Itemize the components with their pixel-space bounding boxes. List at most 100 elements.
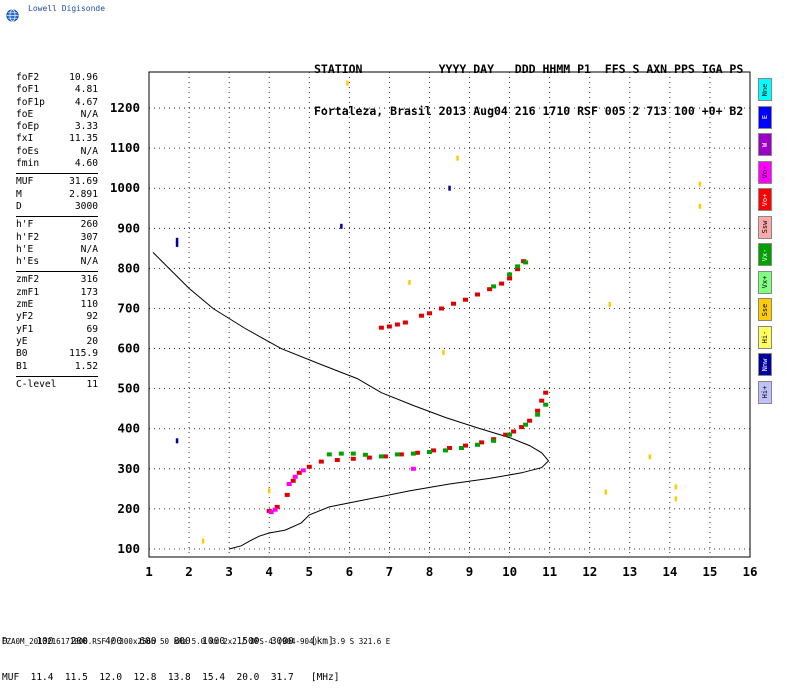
data-point-o-trace-f-vo- (535, 408, 541, 413)
data-point-x-trace-f-vx- (326, 452, 332, 457)
param-key: B0 (16, 348, 28, 360)
data-point-x-trace-f-vx- (410, 451, 416, 456)
y-tick-label: 400 (117, 421, 140, 436)
data-point-vo-trace (410, 466, 416, 471)
x-tick-label: 14 (662, 564, 677, 579)
legend-label: W (761, 142, 769, 147)
data-point-noise (448, 185, 451, 191)
param-value: 92 (86, 311, 98, 323)
param-hf: h'F 260 (16, 219, 98, 231)
data-point-o-trace-2f-vo- (378, 325, 384, 330)
data-point-o-trace-f-vo- (543, 390, 549, 395)
data-point-o-trace-f-vo- (290, 478, 296, 483)
param-d: D 3000 (16, 201, 98, 213)
logo-text: Lowell Digisonde (28, 4, 106, 13)
param-key: yF2 (16, 311, 34, 323)
param-value: 4.81 (74, 84, 98, 96)
data-point-o-trace-f-vo- (296, 470, 302, 475)
legend-himinus: Hi- (758, 325, 772, 349)
data-point-o-trace-2f-vo- (487, 287, 493, 292)
param-value: N/A (80, 145, 98, 157)
data-point-o-trace-2f-vo- (419, 313, 424, 318)
distance-row: D 100 200 400 600 800 1000 1500 3000 [km… (2, 636, 334, 647)
legend-label: Nnw (761, 358, 769, 371)
data-point-vo-trace (286, 482, 292, 486)
muf-distance-table: D 100 200 400 600 800 1000 1500 3000 [km… (2, 612, 339, 696)
legend-nnw: Nnw (758, 353, 772, 376)
data-point-noise (175, 438, 179, 444)
data-point-x-trace-f-vx- (427, 450, 432, 454)
scaled-parameters-panel: foF2 10.96 foF1 4.81 foF1p 4.67 foE N/A foEp 3.33… (16, 72, 98, 391)
legend-label: Vx+ (761, 275, 769, 289)
param-value: 3.33 (74, 121, 98, 133)
param-key: MUF (16, 176, 34, 188)
data-point-noise-other (698, 203, 702, 209)
param-value: N/A (80, 243, 98, 255)
data-point-x-trace-f-vx- (443, 448, 448, 453)
param-separator (16, 216, 98, 218)
data-point-x-trace-f-vx- (491, 438, 497, 443)
param-b0: B0 115.9 (16, 348, 98, 360)
data-point-noise (175, 241, 179, 247)
param-separator (16, 173, 98, 175)
param-value: 110 (80, 299, 98, 311)
data-point-o-trace-f-vo- (318, 459, 324, 464)
data-point-o-trace-2f-vo- (515, 267, 521, 272)
param-key: h'E (16, 243, 34, 255)
param-zme: zmE 110 (16, 299, 98, 311)
y-tick-label: 200 (117, 501, 140, 516)
data-point-x-trace-f-vx- (394, 452, 400, 457)
data-point-o-trace-f-vo- (306, 464, 312, 469)
param-value: N/A (80, 256, 98, 268)
param-value: 20 (86, 335, 98, 347)
data-point-noise-other (201, 538, 205, 544)
data-point-noise-other (674, 496, 678, 502)
polarization-legend: Nne E W Vo- Vo+ Ssw Vx- Vx+ Sse Hi- Nnw Hi+ (758, 78, 772, 408)
param-value: 307 (80, 231, 98, 243)
param-key: fxI (16, 133, 34, 145)
data-point-o-trace-f-vo- (366, 455, 372, 460)
legend-hiplus: Hi+ (758, 380, 772, 404)
param-value: 11.35 (69, 133, 98, 145)
data-point-noise-other (267, 488, 271, 494)
data-point-o-trace-f-vo- (463, 443, 468, 448)
data-point-o-trace-f-vo- (447, 446, 452, 450)
legend-e: E (758, 105, 772, 129)
legend-label: E (761, 114, 769, 120)
param-key: zmE (16, 299, 34, 311)
x-tick-label: 7 (386, 564, 394, 579)
data-point-o-trace-f-vo- (527, 418, 533, 423)
param-value: 11 (86, 378, 98, 390)
param-key: foEp (16, 121, 40, 133)
param-key: yE (16, 335, 28, 347)
data-point-noise-other (456, 155, 459, 161)
param-value: 1.52 (74, 360, 98, 372)
param-yf2: yF2 92 (16, 311, 98, 323)
legend-vxminus: Vx- (758, 243, 772, 266)
x-tick-label: 5 (306, 564, 314, 579)
param-separator (16, 271, 98, 273)
data-point-o-trace-f-vo- (382, 454, 388, 459)
legend-label: Sse (761, 303, 769, 316)
legend-label: Vo+ (761, 193, 769, 206)
legend-sse: Sse (758, 298, 772, 321)
param-zmf1: zmF1 173 (16, 287, 98, 299)
legend-label: Hi- (761, 330, 769, 344)
data-point-noise (175, 237, 179, 243)
data-point-x-trace-f-vx- (362, 452, 368, 457)
y-tick-label: 1100 (110, 140, 140, 155)
param-foes: foEs N/A (16, 146, 98, 158)
param-key: foF1 (16, 84, 40, 96)
data-point-x-trace-2f-vx- (515, 264, 521, 269)
param-key: zmF2 (16, 274, 40, 286)
x-tick-label: 11 (542, 564, 557, 579)
data-point-noise-other (608, 302, 611, 307)
data-point-x-trace-f-vx- (523, 422, 529, 427)
data-point-vo-trace (292, 474, 298, 479)
data-point-o-trace-f-vo- (539, 398, 545, 403)
y-tick-label: 1200 (110, 100, 140, 115)
param-value: 115.9 (69, 348, 98, 360)
param-key: M (16, 188, 22, 200)
data-point-x-trace-f-vx- (507, 432, 513, 437)
param-value: 316 (80, 274, 98, 286)
